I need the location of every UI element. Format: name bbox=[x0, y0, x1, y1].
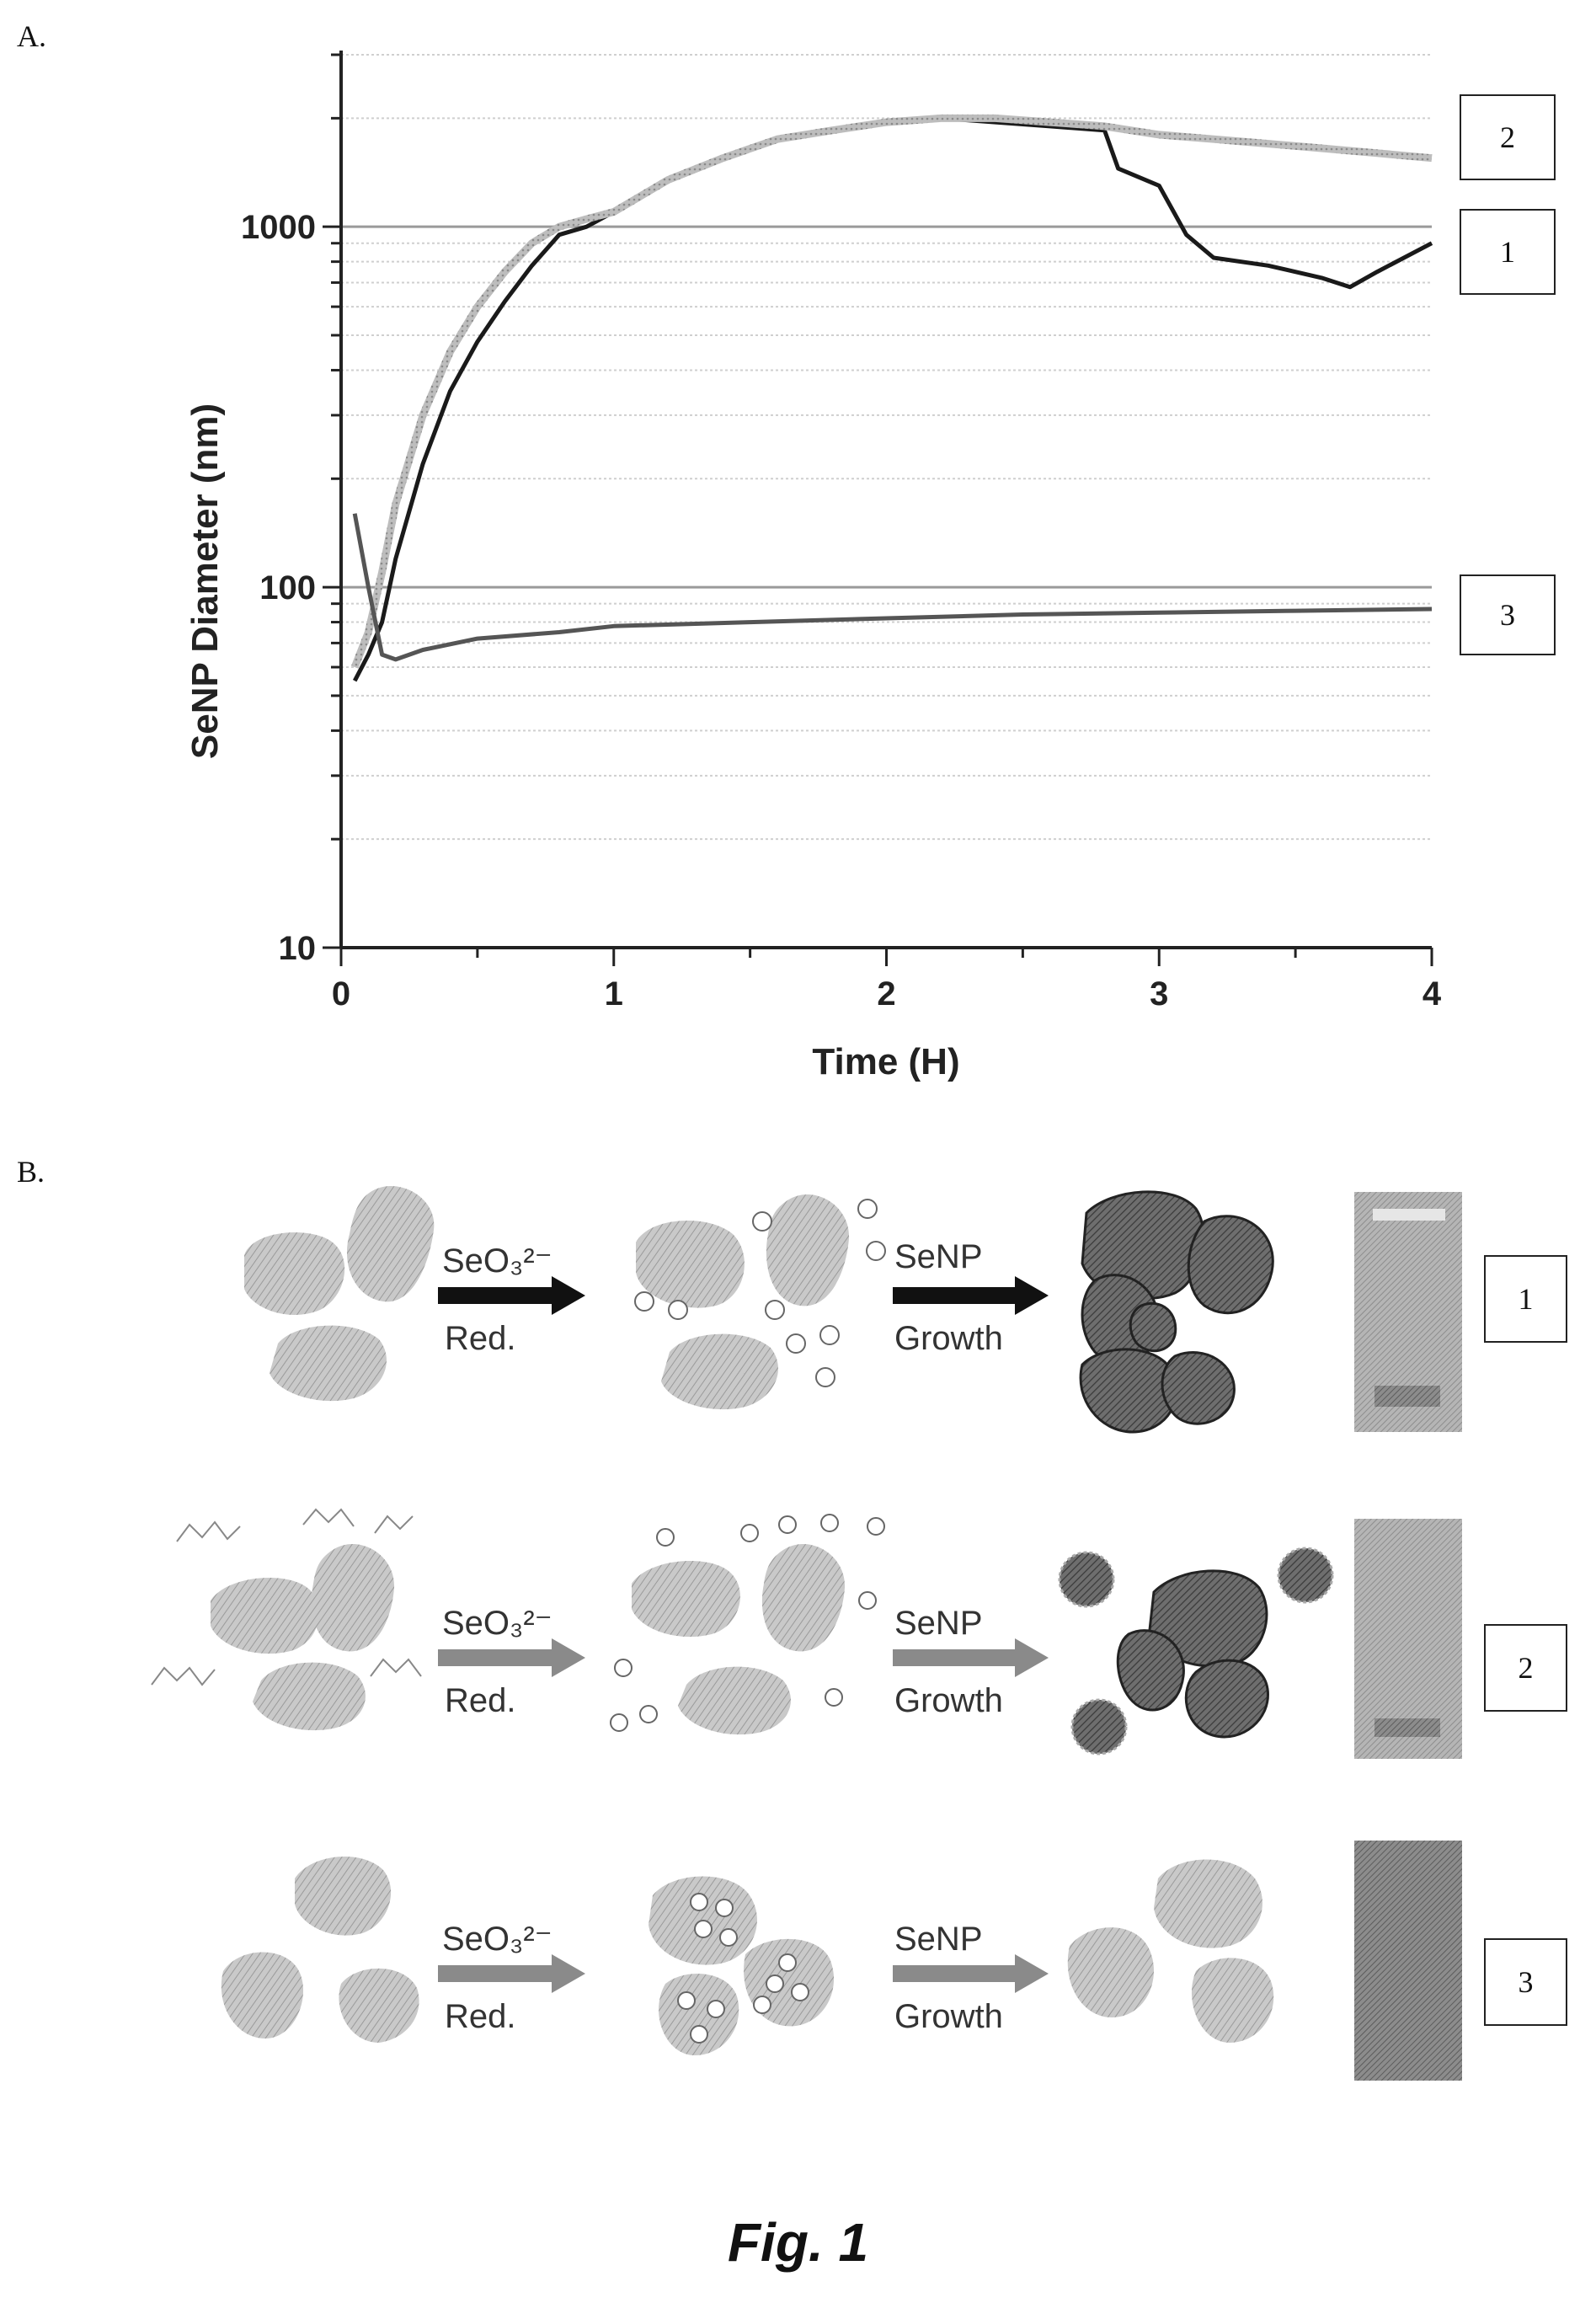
y-tick-label: 10 bbox=[279, 930, 317, 967]
chart-axes bbox=[323, 51, 1433, 966]
arrow-1-top-label: SeO₃²⁻ bbox=[442, 1605, 552, 1642]
arrow-1-top-label: SeO₃²⁻ bbox=[442, 1921, 552, 1958]
arrow-2-bottom-label: Growth bbox=[894, 1682, 1003, 1719]
row-3: SeO₃²⁻ Red. SeNP Growth bbox=[221, 1841, 1462, 2081]
x-tick-label: 1 bbox=[605, 975, 623, 1013]
arrow-2-top-label: SeNP bbox=[894, 1921, 983, 1958]
schematic-panel: SeO₃²⁻ Red. SeNP Growth bbox=[151, 1185, 1462, 2081]
arrow-2-bottom-label: Growth bbox=[894, 1320, 1003, 1357]
x-tick-label: 0 bbox=[332, 975, 350, 1013]
y-tick-label: 100 bbox=[259, 569, 316, 606]
x-tick-label: 4 bbox=[1423, 975, 1442, 1013]
series-line-1 bbox=[352, 115, 1433, 682]
x-tick-label: 3 bbox=[1150, 975, 1168, 1013]
series-label-box-1: 1 bbox=[1460, 209, 1556, 295]
arrow-2-bottom-label: Growth bbox=[894, 1998, 1003, 2035]
reduction-arrow-2: SeO₃²⁻ Red. bbox=[438, 1605, 585, 1719]
panel-b-label: B. bbox=[17, 1155, 45, 1189]
arrow-1-bottom-label: Red. bbox=[445, 1998, 516, 2035]
figure-caption: Fig. 1 bbox=[727, 2212, 869, 2273]
growth-arrow-1: SeNP Growth bbox=[893, 1238, 1049, 1357]
y-tick-label: 1000 bbox=[241, 209, 316, 246]
cuvette-2 bbox=[1354, 1519, 1462, 1759]
protein-cluster-icon bbox=[244, 1185, 435, 1402]
reduction-arrow-1: SeO₃²⁻ Red. bbox=[438, 1242, 585, 1357]
cuvette-3 bbox=[1354, 1841, 1462, 2081]
series-line-3 bbox=[352, 513, 1433, 662]
chart-grid bbox=[341, 54, 1432, 949]
arrow-1-bottom-label: Red. bbox=[445, 1320, 516, 1357]
series-line-2 bbox=[351, 114, 1433, 669]
reduced-complex-cluster-icon bbox=[649, 1876, 835, 2055]
growth-arrow-2: SeNP Growth bbox=[893, 1605, 1049, 1719]
x-tick-label: 2 bbox=[877, 975, 895, 1013]
arrow-1-bottom-label: Red. bbox=[445, 1682, 516, 1719]
arrow-1-top-label: SeO₃²⁻ bbox=[442, 1242, 552, 1280]
arrow-2-top-label: SeNP bbox=[894, 1238, 983, 1275]
growth-arrow-3: SeNP Growth bbox=[893, 1921, 1049, 2035]
diameter-chart: 10 100 1000 0 1 2 3 4 SeNP Diameter (nm) Time (… bbox=[184, 51, 1442, 1082]
reduced-polymer-cluster-icon bbox=[610, 1514, 885, 1735]
senp-aggregate-icon bbox=[1079, 1190, 1274, 1434]
stable-complex-cluster-icon bbox=[1067, 1859, 1274, 2043]
series-label-box-2: 2 bbox=[1460, 94, 1556, 180]
row-1: SeO₃²⁻ Red. SeNP Growth bbox=[244, 1185, 1462, 1434]
series-label-box-3: 3 bbox=[1460, 574, 1556, 655]
y-axis-title: SeNP Diameter (nm) bbox=[184, 403, 226, 759]
row-label-box-2: 2 bbox=[1484, 1624, 1567, 1712]
arrow-2-top-label: SeNP bbox=[894, 1605, 983, 1642]
reduction-arrow-3: SeO₃²⁻ Red. bbox=[438, 1921, 585, 2035]
senp-coated-aggregate-icon bbox=[1058, 1547, 1334, 1755]
reduced-protein-cluster-icon bbox=[634, 1194, 886, 1410]
protein-complex-cluster-icon bbox=[221, 1856, 419, 2043]
row-label-box-1: 1 bbox=[1484, 1255, 1567, 1343]
row-2: SeO₃²⁻ Red. SeNP Growth bbox=[151, 1508, 1462, 1759]
protein-polymer-cluster-icon bbox=[151, 1508, 422, 1731]
cuvette-1 bbox=[1354, 1192, 1462, 1432]
chart-series bbox=[351, 114, 1433, 682]
chart-labels: 10 100 1000 0 1 2 3 4 bbox=[241, 209, 1442, 1013]
panel-a-label: A. bbox=[17, 19, 46, 53]
x-axis-title: Time (H) bbox=[812, 1041, 959, 1082]
row-label-box-3: 3 bbox=[1484, 1938, 1567, 2026]
